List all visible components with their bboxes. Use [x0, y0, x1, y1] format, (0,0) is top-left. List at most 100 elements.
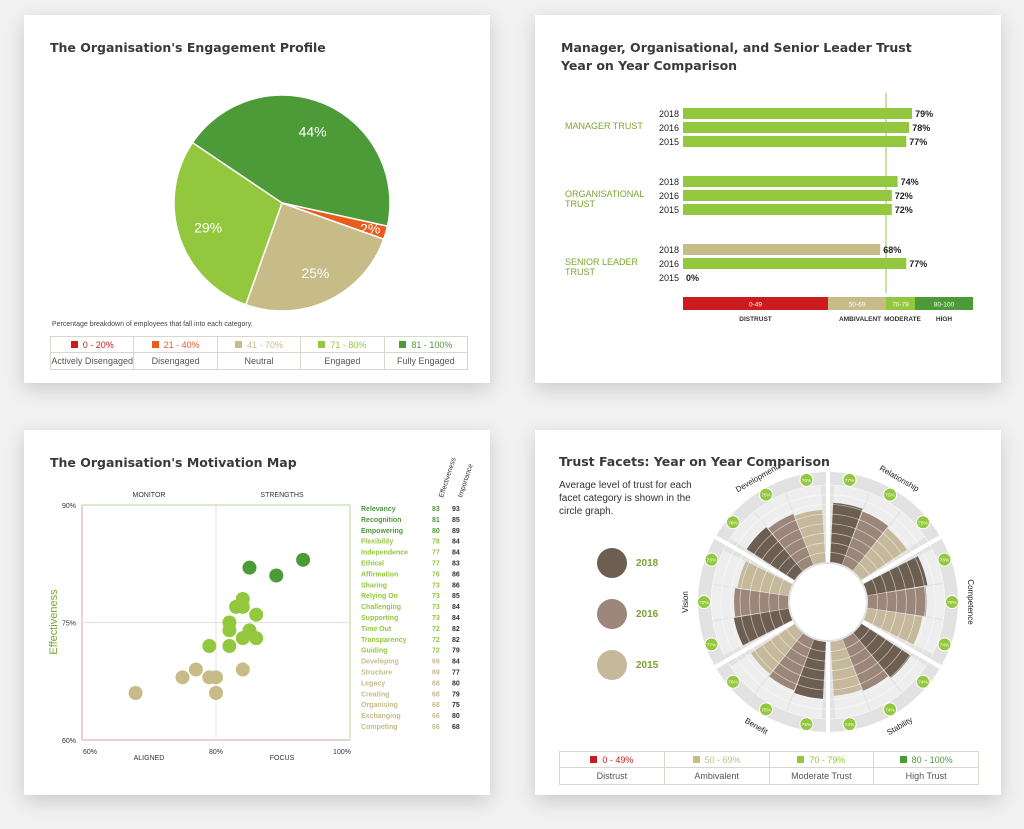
legend-range-label: 80 - 100%	[911, 754, 953, 765]
year-label-2018: 2018	[636, 557, 659, 569]
year-legend-2016: 2016	[597, 599, 658, 629]
table-row-importance: 82	[452, 626, 460, 633]
year-dot-2016	[597, 599, 627, 629]
trust-year-label: 2015	[659, 137, 679, 147]
table-row-importance: 84	[452, 539, 460, 546]
trust-bar-chart: MANAGER TRUST 2018 79% 2016 78% 2015 77% ORGANI…	[565, 93, 973, 323]
table-row-name: Challenging	[361, 604, 401, 611]
radial-gridline	[739, 513, 917, 691]
table-row-importance: 84	[452, 615, 460, 622]
table-row-importance: 79	[452, 648, 460, 655]
facet-badge	[759, 702, 773, 717]
legend-name: Actively Disengaged	[51, 356, 133, 366]
table-row-effectiveness: 66	[432, 713, 440, 720]
facet-badge-label: 78%	[947, 600, 957, 606]
trust-bar	[683, 108, 913, 119]
facet-badge-label: 77%	[707, 642, 717, 648]
table-row-effectiveness: 68	[432, 702, 440, 709]
year-legend-2015: 2015	[597, 650, 658, 680]
facet-badge	[937, 637, 952, 652]
trust-bar	[683, 244, 881, 255]
legend-range-label: 50 - 69%	[704, 754, 741, 765]
legend-swatch	[70, 341, 78, 348]
y-tick-label: 60%	[62, 738, 76, 745]
scatter-point	[128, 686, 143, 700]
trust-scale-band	[886, 297, 915, 310]
pie-slice	[244, 202, 385, 312]
trust-bar	[683, 190, 892, 201]
year-label-2015: 2015	[636, 659, 659, 671]
legend-range: 80 - 100%	[874, 752, 978, 768]
trust-year-label: 2018	[659, 177, 679, 187]
table-row-effectiveness: 77	[432, 561, 440, 568]
pie-slice-label: 25%	[301, 265, 329, 281]
trust-year-label: 2015	[659, 205, 679, 215]
trust-scale-band	[828, 297, 886, 310]
table-row-importance: 68	[452, 724, 460, 731]
trust-scale-name: HIGH	[936, 316, 953, 323]
table-row-name: Independence	[361, 550, 408, 557]
legend-range: 21 - 40%	[134, 337, 217, 353]
trust-value-label: 68%	[883, 245, 901, 255]
table-row-importance: 93	[452, 506, 460, 513]
year-legend-2018: 2018	[597, 548, 658, 578]
scatter-point	[249, 607, 264, 622]
trust-year-label: 2016	[659, 123, 679, 133]
facet-badge-label: 74%	[940, 642, 950, 648]
legend-item: 0 - 20% Actively Disengaged	[51, 337, 135, 369]
legend-range: 81 - 100%	[384, 337, 468, 353]
legend-name: Ambivalent	[694, 771, 739, 781]
facets-card: Trust Facets: Year on Year Comparison Av…	[535, 430, 1001, 795]
table-row-effectiveness: 73	[432, 615, 440, 622]
facet-badge	[759, 487, 773, 502]
trust-bar	[683, 136, 907, 147]
scatter-point	[296, 552, 311, 567]
radial-gridline	[710, 484, 946, 720]
legend-swatch	[692, 756, 700, 763]
legend-swatch	[318, 341, 326, 348]
trust-value-label: 72%	[895, 205, 913, 215]
scatter-point	[202, 639, 217, 653]
scatter-point	[202, 670, 217, 685]
trust-group-label: TRUST	[565, 267, 595, 277]
facet-badge-label: 75%	[885, 493, 895, 499]
table-row-effectiveness: 77	[432, 550, 440, 557]
facet-bar	[794, 509, 826, 565]
table-row-importance: 80	[452, 680, 460, 687]
table-row-name: Relevancy	[361, 506, 396, 513]
table-row-importance: 84	[452, 659, 460, 666]
scatter-point	[242, 560, 257, 575]
table-row-importance: 84	[452, 604, 460, 611]
col-header-effectiveness: Effectiveness	[438, 457, 458, 499]
legend-range: 71 - 80%	[301, 337, 384, 353]
facet-bar	[794, 639, 826, 699]
x-tick-label: 80%	[209, 749, 223, 756]
facet-bar	[746, 527, 803, 581]
table-row-importance: 80	[452, 713, 460, 720]
table-row-effectiveness: 73	[432, 604, 440, 611]
radial-gridline	[768, 542, 888, 662]
col-header-importance: Importance	[457, 463, 475, 499]
table-row-effectiveness: 83	[432, 506, 440, 513]
table-row-name: Organising	[361, 702, 398, 709]
legend-name: High Trust	[905, 771, 947, 781]
legend-item: 80 - 100% High Trust	[874, 752, 978, 784]
table-row-importance: 77	[452, 670, 460, 677]
facet-badge-label: 73%	[707, 558, 717, 564]
facets-description: Average level of trust for each facet ca…	[559, 480, 692, 517]
facet-bar	[751, 624, 803, 674]
legend-range-label: 21 - 40%	[163, 339, 200, 350]
trust-year-label: 2016	[659, 259, 679, 269]
y-tick-label: 90%	[62, 503, 76, 510]
facet-bar	[842, 633, 889, 691]
quadrant-focus: FOCUS	[270, 755, 295, 762]
legend-range: 0 - 49%	[560, 752, 664, 768]
trust-title-line1: Manager, Organisational, and Senior Lead…	[561, 40, 912, 55]
table-row-name: Exchanging	[361, 713, 401, 720]
facet-badge-label: 75%	[918, 520, 928, 526]
legend-swatch	[899, 756, 907, 763]
legend-range-label: 41 - 70%	[247, 339, 284, 350]
facet-bar	[853, 623, 911, 678]
trust-title-line2: Year on Year Comparison	[561, 58, 738, 73]
table-row-effectiveness: 66	[432, 724, 440, 731]
